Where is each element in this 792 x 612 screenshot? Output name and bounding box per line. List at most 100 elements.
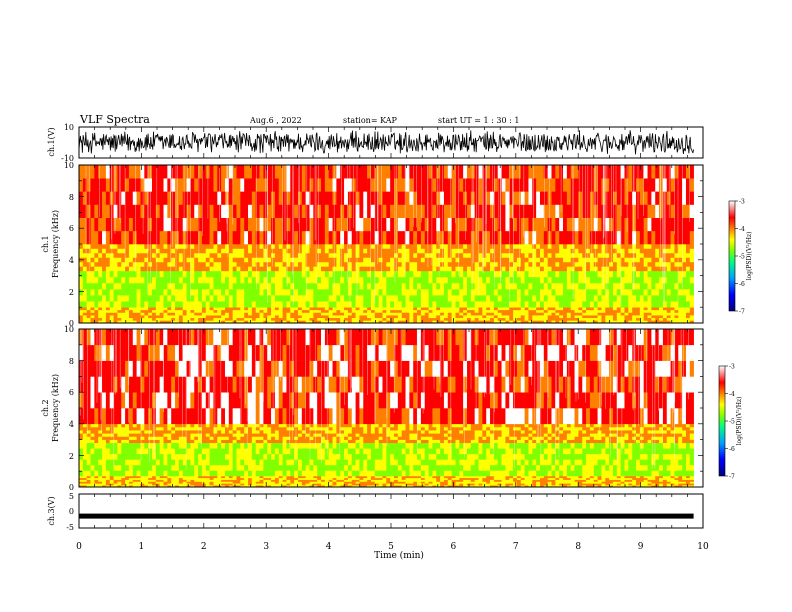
spectrogram-cell (501, 230, 506, 245)
spectrogram-cell (386, 204, 391, 218)
spectrogram-cell (616, 317, 621, 321)
spectrogram-cell (405, 483, 410, 486)
spectrogram-cell (305, 276, 310, 284)
spectrogram-cell (417, 320, 422, 324)
spectrogram-cell (493, 317, 499, 321)
spectrogram-cell (86, 270, 91, 278)
spectrogram-cell (563, 266, 568, 272)
spectrogram-cell (532, 309, 537, 313)
spectrogram-cell (413, 266, 418, 272)
spectrogram-cell (670, 483, 675, 486)
spectrogram-cell (317, 165, 322, 179)
spectrogram-cell (102, 479, 107, 482)
spectrogram-cell (578, 307, 583, 311)
spectrogram-cell (413, 295, 418, 302)
spectrogram-cell (251, 276, 257, 284)
spectrogram-cell (286, 230, 291, 245)
spectrogram-cell (432, 248, 437, 254)
spectrogram-cell (609, 479, 614, 482)
spectrogram-cell (359, 312, 364, 316)
spectrogram-cell (428, 479, 433, 482)
spectrogram-cell (486, 230, 491, 245)
spectrogram-cell (394, 178, 399, 192)
spectrogram-cell (643, 266, 648, 272)
spectrogram-cell (151, 178, 157, 192)
spectrogram-cell (674, 248, 679, 254)
spectrogram-cell (224, 295, 230, 302)
spectrogram-cell (493, 289, 499, 296)
spectrogram-cell (466, 477, 472, 480)
spectrogram-cell (509, 309, 514, 313)
spectrogram-cell (367, 248, 372, 254)
spectrogram-cell (674, 295, 679, 302)
spectrogram-cell (382, 309, 387, 313)
spectrogram-cell (201, 301, 207, 308)
spectrogram-cell (547, 270, 552, 278)
spectrogram-cell (374, 309, 379, 313)
spectrogram-cell (105, 257, 111, 263)
spectrogram-cell (336, 282, 341, 290)
spectrogram-cell (324, 320, 329, 324)
spectrogram-cell (244, 307, 249, 311)
spectrogram-cell (578, 295, 583, 302)
spectrogram-cell (474, 485, 479, 488)
spectrogram-cell (516, 217, 522, 232)
spectrogram-cell (436, 257, 441, 263)
spectrogram-cell (163, 483, 168, 486)
spectrogram-cell (493, 261, 499, 267)
spectrogram-cell (547, 483, 552, 486)
spectrogram-cell (601, 248, 606, 254)
spectrogram-cell (678, 165, 683, 179)
spectrogram-cell (367, 217, 372, 232)
ch1-ytick-bottom: -10 (61, 154, 74, 163)
spectrogram-cell (128, 289, 134, 296)
spectrogram-cell (639, 481, 644, 484)
spectrogram-cell (321, 217, 326, 232)
spectrogram-cell (205, 261, 210, 267)
spectrogram-cell (409, 315, 414, 319)
spectrogram-cell (543, 244, 548, 249)
spectrogram-cell (582, 289, 587, 296)
spectrogram-cell (409, 178, 414, 192)
spectrogram-cell (186, 289, 191, 296)
spectrogram-cell (244, 309, 249, 313)
spectrogram-cell (390, 257, 395, 263)
spectrogram-cell (532, 217, 537, 232)
spectrogram-cell (232, 252, 237, 258)
spectrogram-cell (459, 289, 464, 296)
spectrogram-cell (639, 261, 644, 267)
spectrogram-cell (297, 315, 303, 319)
spectrogram-cell (655, 320, 660, 324)
spectrogram-cell (563, 483, 568, 486)
spectrogram-cell (420, 244, 426, 249)
spectrogram-cell (294, 244, 299, 249)
spectrogram-cell (612, 301, 618, 308)
spectrogram-cell (321, 317, 326, 321)
spectrogram-cell (612, 307, 618, 311)
spectrogram-cell (167, 312, 172, 316)
spectrogram-cell (148, 266, 153, 272)
spectrogram-cell (432, 230, 437, 245)
spectrogram-cell (490, 481, 495, 484)
spectrogram-cell (497, 320, 502, 324)
spectrogram-cell (255, 315, 260, 319)
spectrogram-cell (328, 312, 333, 316)
spectrogram-cell (440, 261, 445, 267)
spectrogram-cell (359, 309, 364, 313)
spectrogram-cell (382, 301, 387, 308)
spectrogram-cell (271, 295, 276, 302)
spectrogram-cell (513, 477, 518, 480)
spectrogram-cell (351, 320, 356, 324)
spectrogram-cell (117, 270, 122, 278)
spectrogram-cell (228, 276, 233, 284)
spectrogram-cell (528, 178, 533, 192)
spectrogram-cell (359, 317, 364, 321)
spectrogram-cell (102, 477, 107, 480)
spectrogram-cell (440, 320, 445, 324)
spectrogram-cell (340, 317, 345, 321)
spectrogram-cell (424, 165, 429, 179)
spectrogram-cell (290, 301, 295, 308)
spectrogram-cell (324, 295, 329, 302)
spectrogram-cell (509, 483, 514, 486)
spectrogram-cell (520, 320, 525, 324)
